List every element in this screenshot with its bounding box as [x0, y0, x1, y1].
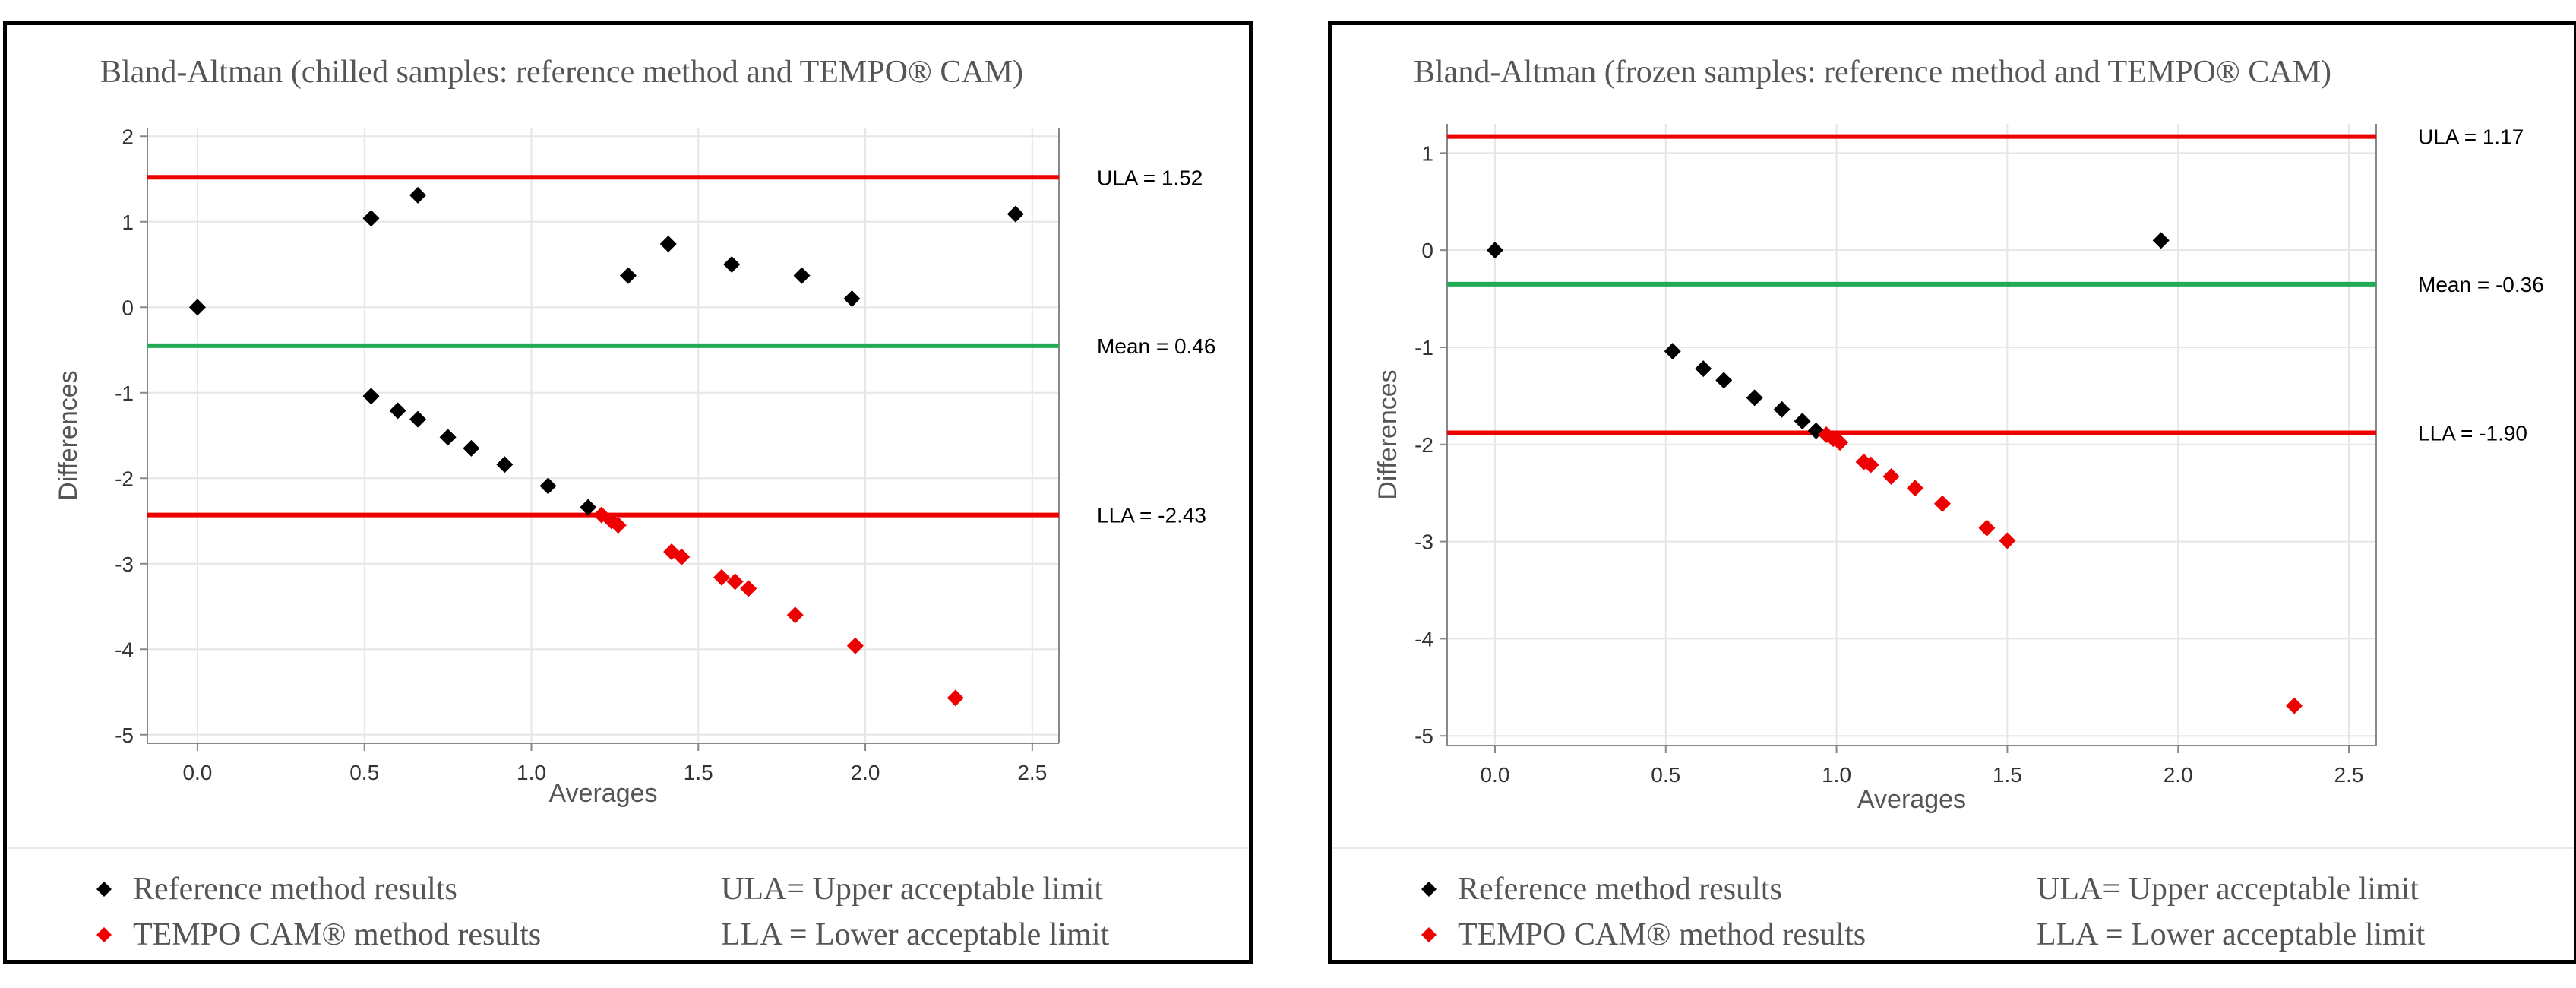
legend-tempo-cam-label: TEMPO CAM® method results	[133, 917, 541, 952]
reference-point	[409, 186, 427, 204]
reference-point	[619, 267, 637, 284]
tempo-cam-point	[1855, 453, 1873, 470]
lla-annotation: LLA = -1.90	[2418, 421, 2527, 445]
reference-point	[1715, 372, 1733, 389]
legend-lla-definition: LLA = Lower acceptable limit	[721, 917, 1109, 952]
chart-panel-chilled: Bland-Altman (chilled samples: reference…	[3, 21, 1253, 964]
tempo-cam-point	[1933, 495, 1951, 512]
reference-point	[389, 402, 406, 420]
legend-reference-marker	[96, 882, 112, 897]
reference-point	[496, 456, 514, 473]
y-tick-label: -4	[1414, 627, 1433, 651]
tempo-cam-point	[673, 548, 691, 565]
tempo-cam-point	[1906, 480, 1923, 497]
y-axis-label: Differences	[1373, 369, 1402, 499]
tempo-cam-point	[1882, 467, 1900, 485]
x-tick-label: 2.5	[2334, 763, 2364, 787]
reference-point	[793, 267, 811, 284]
tempo-cam-point	[1999, 532, 2016, 549]
legend-reference-marker	[1421, 882, 1437, 897]
x-tick-label: 1.0	[517, 761, 546, 784]
x-tick-label: 2.0	[851, 761, 880, 784]
y-tick-label: -3	[1414, 530, 1433, 554]
ula-annotation: ULA = 1.17	[2418, 125, 2524, 149]
reference-point	[1746, 389, 1763, 407]
x-tick-label: 0.0	[1480, 763, 1509, 787]
legend-tempo-cam-label: TEMPO CAM® method results	[1458, 917, 1866, 952]
bland-altman-chilled-chart: Bland-Altman (chilled samples: reference…	[7, 55, 1249, 952]
legend-ula-definition: ULA= Upper acceptable limit	[721, 872, 1103, 907]
y-axis-label: Differences	[54, 370, 83, 500]
tempo-cam-point	[740, 580, 757, 597]
reference-point	[1486, 242, 1503, 259]
x-tick-label: 0.5	[349, 761, 379, 784]
y-tick-label: -4	[115, 638, 134, 661]
x-axis-label: Averages	[1857, 785, 1966, 814]
lla-annotation: LLA = -2.43	[1097, 504, 1206, 527]
tempo-cam-point	[726, 573, 744, 591]
y-tick-label: 2	[122, 125, 134, 148]
reference-point	[463, 439, 480, 457]
tempo-cam-point	[1978, 519, 1996, 537]
x-tick-label: 1.5	[1993, 763, 2022, 787]
x-tick-label: 2.0	[2164, 763, 2193, 787]
reference-point	[1773, 401, 1791, 418]
y-tick-label: -5	[115, 724, 134, 747]
mean-annotation: Mean = -0.36	[2418, 273, 2544, 296]
reference-point	[439, 429, 457, 446]
tempo-cam-point	[846, 637, 864, 654]
reference-point	[1007, 205, 1024, 223]
y-tick-label: -2	[1414, 433, 1433, 457]
x-tick-label: 1.5	[684, 761, 713, 784]
reference-point	[1664, 343, 1681, 360]
tempo-cam-point	[609, 517, 627, 534]
legend-ula-definition: ULA= Upper acceptable limit	[2037, 872, 2419, 907]
chart-title: Bland-Altman (chilled samples: reference…	[100, 55, 1023, 90]
legend-reference-label: Reference method results	[133, 872, 457, 907]
legend-lla-definition: LLA = Lower acceptable limit	[2037, 917, 2425, 952]
reference-point	[539, 477, 557, 495]
ula-annotation: ULA = 1.52	[1097, 166, 1203, 189]
legend-tempo-cam-marker	[1421, 927, 1437, 942]
tempo-cam-point	[1862, 456, 1879, 473]
reference-point	[659, 236, 677, 252]
x-tick-label: 0.5	[1651, 763, 1680, 787]
y-tick-label: -5	[1414, 724, 1433, 748]
reference-point	[843, 290, 861, 307]
tempo-cam-point	[1832, 434, 1849, 451]
reference-point	[1807, 422, 1825, 439]
tempo-cam-point	[786, 606, 804, 624]
tempo-cam-point	[947, 689, 964, 707]
x-tick-label: 2.5	[1017, 761, 1047, 784]
legend-reference-label: Reference method results	[1458, 872, 1782, 907]
reference-point	[2152, 232, 2170, 249]
y-tick-label: -1	[1414, 336, 1433, 359]
reference-point	[1695, 360, 1712, 378]
y-tick-label: -1	[115, 382, 134, 405]
x-axis-label: Averages	[548, 779, 657, 808]
reference-point	[723, 256, 741, 273]
x-tick-label: 1.0	[1822, 763, 1851, 787]
legend-tempo-cam-marker	[96, 927, 112, 942]
x-tick-label: 0.0	[182, 761, 212, 784]
reference-point	[362, 210, 380, 227]
y-tick-label: 1	[122, 211, 134, 234]
tempo-cam-point	[713, 568, 731, 586]
reference-point	[409, 410, 427, 428]
reference-point	[580, 499, 597, 516]
reference-point	[188, 299, 206, 316]
chart-title: Bland-Altman (frozen samples: reference …	[1414, 55, 2331, 90]
y-tick-label: 0	[1421, 239, 1433, 262]
y-tick-label: 1	[1421, 141, 1433, 165]
mean-annotation: Mean = 0.46	[1097, 334, 1215, 358]
y-tick-label: 0	[122, 296, 134, 319]
chart-panel-frozen: Bland-Altman (frozen samples: reference …	[1328, 21, 2576, 964]
bland-altman-frozen-chart: Bland-Altman (frozen samples: reference …	[1332, 55, 2574, 952]
y-tick-label: -2	[115, 467, 134, 490]
y-tick-label: -3	[115, 553, 134, 576]
reference-point	[1794, 413, 1811, 430]
tempo-cam-point	[2286, 697, 2303, 714]
reference-point	[362, 388, 380, 405]
